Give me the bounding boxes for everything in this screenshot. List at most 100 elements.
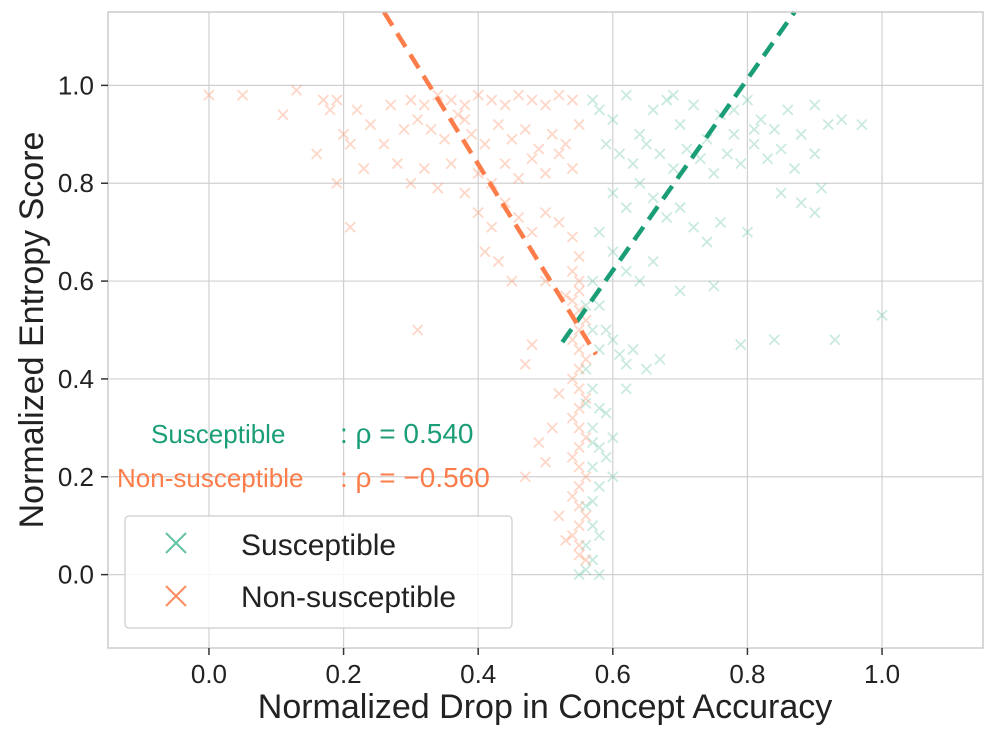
- point-susceptible: [721, 148, 733, 160]
- point-non-susceptible: [324, 104, 336, 116]
- point-susceptible: [708, 167, 720, 180]
- point-non-susceptible: [331, 177, 343, 189]
- point-non-susceptible: [459, 113, 471, 126]
- point-non-susceptible: [472, 89, 484, 101]
- point-non-susceptible: [566, 451, 579, 463]
- point-non-susceptible: [573, 285, 585, 297]
- point-non-susceptible: [203, 89, 215, 101]
- point-susceptible: [586, 422, 599, 434]
- point-susceptible: [634, 275, 646, 287]
- y-axis-label: Normalized Entropy Score: [13, 132, 51, 529]
- point-susceptible: [634, 177, 646, 189]
- point-susceptible: [593, 226, 605, 238]
- point-susceptible: [856, 118, 868, 131]
- point-non-susceptible: [398, 123, 410, 136]
- point-non-susceptible: [486, 221, 498, 233]
- point-susceptible: [728, 128, 740, 140]
- point-non-susceptible: [290, 84, 303, 96]
- point-non-susceptible: [566, 94, 579, 106]
- point-susceptible: [795, 128, 807, 140]
- point-susceptible: [667, 162, 680, 175]
- point-susceptible: [775, 143, 787, 155]
- point-susceptible: [701, 133, 713, 145]
- point-susceptible: [593, 402, 605, 414]
- point-non-susceptible: [546, 128, 558, 140]
- point-susceptible: [580, 539, 592, 551]
- point-susceptible: [755, 113, 767, 126]
- y-tick-label: 0.2: [58, 462, 94, 492]
- point-susceptible: [607, 431, 619, 444]
- x-tick-label: 0.8: [729, 659, 765, 689]
- point-non-susceptible: [351, 104, 363, 116]
- point-susceptible: [654, 353, 666, 365]
- point-non-susceptible: [533, 143, 545, 155]
- point-non-susceptible: [344, 138, 356, 150]
- point-non-susceptible: [566, 529, 579, 542]
- point-non-susceptible: [378, 138, 390, 150]
- point-non-susceptible: [539, 206, 552, 219]
- point-non-susceptible: [566, 231, 579, 243]
- point-non-susceptible: [539, 456, 552, 468]
- point-susceptible: [795, 197, 807, 209]
- point-non-susceptible: [566, 295, 579, 307]
- point-susceptible: [620, 89, 632, 101]
- point-susceptible: [674, 285, 686, 297]
- point-susceptible: [593, 441, 605, 454]
- point-non-susceptible: [391, 158, 404, 170]
- point-susceptible: [580, 299, 592, 312]
- point-non-susceptible: [573, 402, 585, 414]
- annotation-susceptible-rho: : ρ = 0.540: [340, 418, 473, 449]
- point-susceptible: [748, 138, 760, 150]
- point-susceptible: [600, 138, 612, 150]
- point-non-susceptible: [573, 250, 585, 263]
- point-susceptible: [593, 480, 605, 493]
- point-non-susceptible: [573, 441, 585, 454]
- point-susceptible: [573, 568, 585, 581]
- rho-annotations: Susceptible : ρ = 0.540 Non-susceptible …: [117, 418, 490, 493]
- point-non-susceptible: [566, 490, 579, 502]
- point-susceptible: [580, 564, 592, 576]
- point-susceptible: [674, 118, 686, 131]
- point-non-susceptible: [519, 123, 531, 136]
- point-non-susceptible: [573, 343, 585, 356]
- x-tick-label: 0.2: [325, 659, 361, 689]
- point-susceptible: [580, 500, 592, 512]
- point-non-susceptible: [492, 118, 505, 131]
- point-susceptible: [775, 187, 787, 199]
- point-non-susceptible: [526, 153, 538, 165]
- point-non-susceptible: [566, 373, 579, 385]
- point-susceptible: [627, 158, 639, 170]
- plot-frame: [107, 11, 984, 649]
- point-non-susceptible: [553, 216, 565, 229]
- point-non-susceptible: [479, 246, 491, 258]
- point-susceptible: [836, 113, 848, 126]
- point-non-susceptible: [580, 554, 592, 566]
- point-non-susceptible: [519, 358, 531, 370]
- y-tick-label: 0.0: [58, 560, 94, 590]
- point-non-susceptible: [553, 89, 565, 101]
- point-susceptible: [701, 236, 713, 248]
- point-susceptible: [741, 226, 754, 238]
- point-susceptible: [822, 118, 834, 131]
- point-susceptible: [593, 568, 605, 581]
- point-non-susceptible: [573, 480, 585, 493]
- point-susceptible: [620, 383, 632, 395]
- point-non-susceptible: [526, 94, 538, 106]
- annotation-non-susceptible-label: Non-susceptible: [117, 463, 303, 493]
- point-susceptible: [708, 280, 720, 292]
- point-non-susceptible: [512, 89, 525, 101]
- point-non-susceptible: [573, 461, 585, 473]
- point-susceptible: [613, 148, 626, 160]
- point-susceptible: [593, 529, 605, 542]
- point-non-susceptible: [566, 162, 579, 175]
- point-susceptible: [580, 397, 592, 410]
- point-non-susceptible: [418, 99, 430, 111]
- point-non-susceptible: [506, 275, 518, 287]
- point-non-susceptible: [418, 162, 430, 175]
- point-non-susceptible: [573, 422, 585, 434]
- point-non-susceptible: [512, 172, 525, 184]
- point-non-susceptible: [425, 123, 437, 136]
- point-non-susceptible: [580, 510, 592, 522]
- legend-box: [124, 515, 513, 629]
- point-susceptible: [876, 309, 888, 321]
